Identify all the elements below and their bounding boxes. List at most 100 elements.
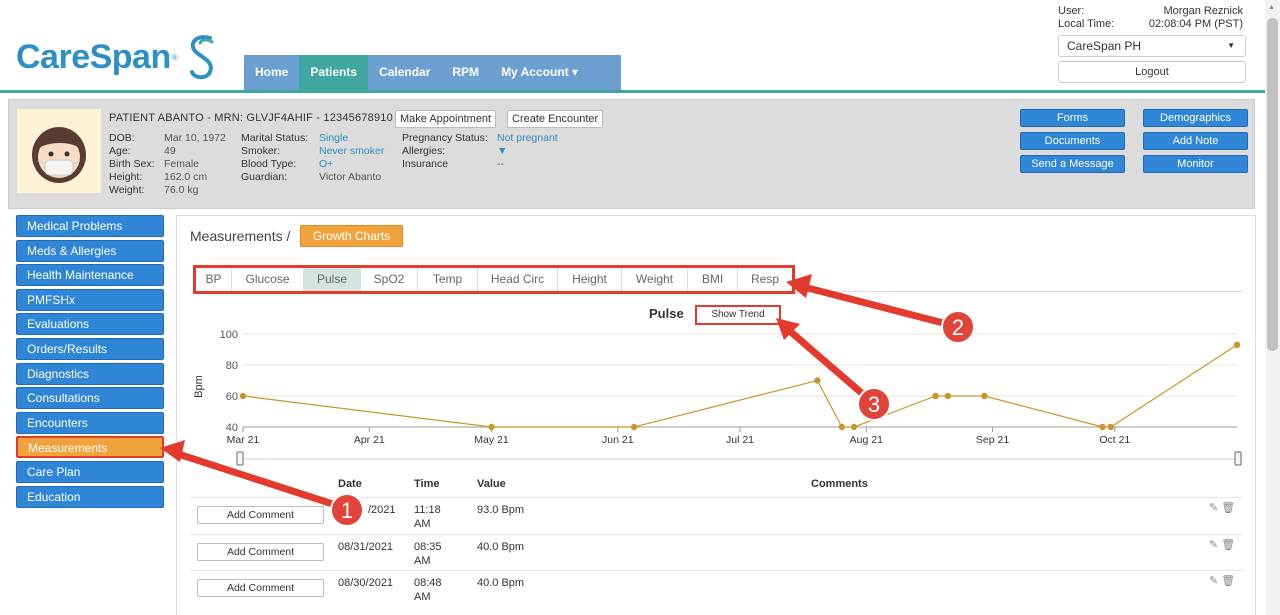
- tab-glucose[interactable]: Glucose: [232, 268, 304, 291]
- tab-head-circ[interactable]: Head Circ: [478, 268, 558, 291]
- info-label: Birth Sex:: [109, 158, 155, 170]
- edit-icon[interactable]: ✎: [1209, 575, 1222, 587]
- info-label: Guardian:: [241, 171, 288, 183]
- info-value[interactable]: Not pregnant: [497, 132, 558, 144]
- nav-item-calendar[interactable]: Calendar: [379, 65, 431, 79]
- local-time-label: Local Time:: [1058, 18, 1115, 30]
- nav-item-my-account[interactable]: My Account ▾: [501, 65, 578, 79]
- info-label: DOB:: [109, 132, 135, 144]
- info-row-insurance: Insurance --: [402, 158, 558, 171]
- cell-time-ampm: AM: [414, 591, 431, 603]
- info-value: 162.0 cm: [164, 171, 208, 183]
- tab-pulse[interactable]: Pulse: [304, 268, 361, 291]
- cell-date: 08/30/2021: [338, 577, 394, 589]
- sidebar-item-meds-allergies[interactable]: Meds & Allergies: [16, 239, 164, 262]
- make-appointment-button[interactable]: Make Appointment: [395, 110, 497, 128]
- add-comment-button[interactable]: Add Comment: [197, 543, 324, 561]
- nav-item-home[interactable]: Home: [255, 65, 289, 79]
- main-nav: Home Patients Calendar RPM My Account ▾: [244, 55, 621, 90]
- growth-charts-button[interactable]: Growth Charts: [300, 225, 403, 247]
- measurements-panel: [176, 215, 1256, 615]
- add-comment-button[interactable]: Add Comment: [197, 579, 324, 597]
- cell-time-ampm: AM: [414, 518, 431, 530]
- sidebar-item-measurements[interactable]: Measurements: [16, 436, 164, 459]
- organization-select[interactable]: CareSpan PH ▼: [1058, 35, 1246, 57]
- tab-spo2[interactable]: SpO2: [361, 268, 418, 291]
- info-row-pregnancy-status: Pregnancy Status: Not pregnant: [402, 132, 558, 145]
- tab-resp[interactable]: Resp: [738, 268, 792, 291]
- y-tick-label: 40: [226, 422, 238, 434]
- x-tick-label: Apr 21: [354, 434, 385, 446]
- sidebar-item-pmfshx[interactable]: PMFSHx: [16, 288, 164, 311]
- sidebar-item-care-plan[interactable]: Care Plan: [16, 461, 164, 483]
- sidebar-item-education[interactable]: Education: [16, 485, 164, 508]
- add-note-button[interactable]: Add Note: [1143, 132, 1248, 150]
- column-header-value[interactable]: Value: [477, 478, 506, 490]
- column-header-comments[interactable]: Comments: [811, 478, 868, 490]
- info-value: 49: [164, 145, 176, 157]
- patient-demographics-col2: Marital Status: Single Smoker: Never smoker…: [241, 132, 384, 184]
- logout-button[interactable]: Logout: [1058, 61, 1246, 83]
- info-row-height: Height: 162.0 cm: [109, 171, 226, 184]
- sidebar-item-consultations[interactable]: Consultations: [16, 387, 164, 410]
- info-label: Insurance: [402, 158, 449, 170]
- logo[interactable]: CareSpan ®: [16, 32, 218, 82]
- tab-bmi[interactable]: BMI: [688, 268, 738, 291]
- tab-weight[interactable]: Weight: [622, 268, 688, 291]
- sidebar-item-medical-problems[interactable]: Medical Problems: [16, 215, 164, 237]
- info-value: 76.0 kg: [164, 184, 199, 196]
- column-header-time[interactable]: Time: [414, 478, 440, 490]
- info-value[interactable]: Never smoker: [319, 145, 385, 157]
- sidebar-item-diagnostics[interactable]: Diagnostics: [16, 362, 164, 385]
- info-value[interactable]: Single: [319, 132, 349, 144]
- trash-icon[interactable]: 🗑: [1221, 502, 1236, 514]
- edit-icon[interactable]: ✎: [1209, 502, 1222, 514]
- x-tick-label: May 21: [474, 434, 509, 446]
- trash-icon[interactable]: 🗑: [1221, 539, 1236, 551]
- nav-item-patients[interactable]: Patients: [299, 55, 369, 90]
- show-trend-button[interactable]: Show Trend: [695, 305, 781, 325]
- patient-demographics-col1: DOB: Mar 10, 1972 Age: 49 Birth Sex: Female He…: [109, 132, 226, 197]
- edit-icon[interactable]: ✎: [1209, 539, 1222, 551]
- monitor-button[interactable]: Monitor: [1143, 155, 1248, 173]
- trash-icon[interactable]: 🗑: [1221, 575, 1236, 587]
- column-header-date[interactable]: Date: [338, 478, 362, 490]
- documents-button[interactable]: Documents: [1020, 132, 1125, 150]
- tab-height[interactable]: Height: [558, 268, 622, 291]
- sidebar-item-evaluations[interactable]: Evaluations: [16, 313, 164, 336]
- scrollbar-thumb[interactable]: [1267, 18, 1278, 351]
- table-row-divider: [190, 534, 1243, 535]
- y-tick-label: 80: [226, 360, 238, 372]
- send-a-message-button[interactable]: Send a Message: [1020, 155, 1125, 173]
- user-label: User:: [1058, 5, 1085, 17]
- tab-bp[interactable]: BP: [196, 268, 232, 291]
- demographics-button[interactable]: Demographics: [1143, 109, 1248, 127]
- info-value: Victor Abanto: [319, 171, 382, 183]
- info-label: Age:: [109, 145, 131, 157]
- sidebar-item-encounters[interactable]: Encounters: [16, 411, 164, 434]
- info-label: Marital Status:: [241, 132, 309, 144]
- info-value[interactable]: O+: [319, 158, 334, 170]
- row-actions: ✎ 🗑: [1209, 574, 1235, 587]
- navigator-handle-right: [1234, 451, 1242, 466]
- x-tick-label: Oct 21: [1099, 434, 1130, 446]
- header-divider: [0, 90, 1265, 93]
- sidebar-item-health-maintenance[interactable]: Health Maintenance: [16, 264, 164, 287]
- x-tick-label: Aug 21: [850, 434, 883, 446]
- info-row-dob: DOB: Mar 10, 1972: [109, 132, 226, 145]
- scroll-up-arrow-icon[interactable]: ▲: [1268, 4, 1275, 11]
- sidebar-item-orders-results[interactable]: Orders/Results: [16, 338, 164, 360]
- info-row-weight: Weight: 76.0 kg: [109, 184, 226, 197]
- tab-temp[interactable]: Temp: [418, 268, 478, 291]
- nav-item-rpm[interactable]: RPM: [452, 65, 480, 79]
- data-point: [1233, 341, 1241, 349]
- info-value[interactable]: ▼: [497, 145, 508, 157]
- y-tick-label: 60: [226, 391, 238, 403]
- add-comment-button[interactable]: Add Comment: [197, 506, 324, 524]
- create-encounter-button[interactable]: Create Encounter: [507, 110, 604, 128]
- cell-date: /2021: [368, 504, 396, 516]
- cell-time: 08:48 AM: [414, 576, 442, 604]
- navigator-handle-left: [236, 451, 244, 466]
- forms-button[interactable]: Forms: [1020, 109, 1125, 127]
